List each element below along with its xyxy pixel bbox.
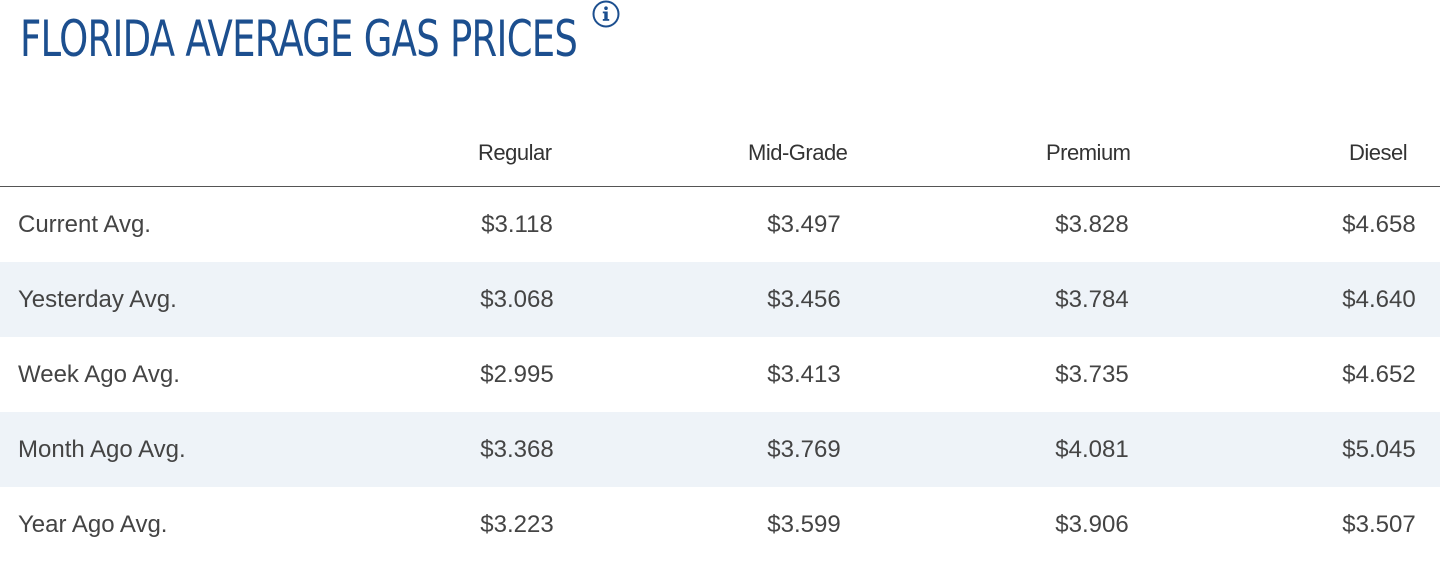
- price-mid-grade: $3.413: [767, 361, 841, 388]
- price-regular: $3.223: [480, 511, 554, 538]
- row-label: Year Ago Avg.: [18, 511, 168, 538]
- price-mid-grade: $3.769: [767, 436, 841, 463]
- title-area: FLORIDA AVERAGE GAS PRICES: [20, 6, 773, 76]
- price-premium: $3.784: [1055, 286, 1129, 313]
- price-regular: $3.118: [481, 211, 553, 238]
- price-mid-grade: $3.456: [767, 286, 841, 313]
- price-diesel: $4.658: [1342, 211, 1416, 238]
- column-header-diesel: Diesel: [1349, 140, 1408, 165]
- column-header-regular: Regular: [478, 140, 552, 165]
- price-premium: $3.828: [1055, 211, 1129, 238]
- price-diesel: $4.652: [1342, 361, 1416, 388]
- table-row: Year Ago Avg. $3.223 $3.599 $3.906 $3.50…: [0, 487, 1440, 562]
- price-mid-grade: $3.599: [767, 511, 841, 538]
- price-premium: $4.081: [1055, 436, 1129, 463]
- price-regular: $2.995: [480, 361, 554, 388]
- column-header-premium: Premium: [1046, 140, 1131, 165]
- price-diesel: $3.507: [1342, 511, 1416, 538]
- price-premium: $3.906: [1055, 511, 1129, 538]
- gas-prices-table: Regular Mid-Grade Premium Diesel Current…: [0, 126, 1440, 562]
- row-label: Yesterday Avg.: [18, 286, 177, 313]
- table-row: Week Ago Avg. $2.995 $3.413 $3.735 $4.65…: [0, 337, 1440, 412]
- row-label: Current Avg.: [18, 211, 151, 238]
- info-icon[interactable]: [592, 0, 620, 28]
- table-row: Current Avg. $3.118 $3.497 $3.828 $4.658: [0, 187, 1440, 262]
- row-label: Month Ago Avg.: [18, 436, 186, 463]
- page-title: FLORIDA AVERAGE GAS PRICES: [20, 10, 578, 68]
- price-regular: $3.068: [480, 286, 554, 313]
- table-header-row: Regular Mid-Grade Premium Diesel: [0, 126, 1440, 187]
- table-row: Yesterday Avg. $3.068 $3.456 $3.784 $4.6…: [0, 262, 1440, 337]
- price-mid-grade: $3.497: [767, 211, 841, 238]
- price-diesel: $5.045: [1342, 436, 1416, 463]
- price-premium: $3.735: [1055, 361, 1129, 388]
- table-row: Month Ago Avg. $3.368 $3.769 $4.081 $5.0…: [0, 412, 1440, 487]
- row-label: Week Ago Avg.: [18, 361, 180, 388]
- price-diesel: $4.640: [1342, 286, 1416, 313]
- price-regular: $3.368: [480, 436, 554, 463]
- column-header-mid-grade: Mid-Grade: [748, 140, 848, 165]
